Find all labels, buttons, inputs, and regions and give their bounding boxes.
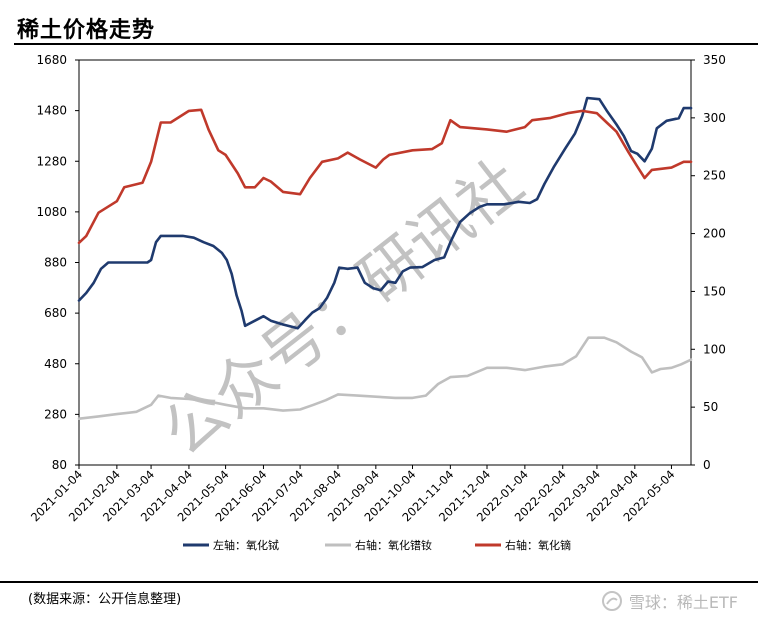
legend-label: 右轴：氧化镝 [505, 538, 571, 552]
chart-area: 公众号：研讯社 80 280 480 680 880 1080 1280 1480 1680 0 50… [0, 48, 758, 578]
price-trend-chart: 公众号：研讯社 80 280 480 680 880 1080 1280 1480 1680 0 50… [28, 53, 726, 552]
footer-brand-text: 雪球：稀土ETF [628, 593, 738, 612]
left-axis-tick-label: 880 [44, 256, 67, 270]
right-axis-tick-label: 150 [703, 284, 726, 298]
right-axis-tick-label: 100 [703, 342, 726, 356]
right-axis-tick-label: 300 [703, 111, 726, 125]
footer-brand: 雪球：稀土ETF [601, 589, 738, 613]
left-axis-tick-label: 280 [44, 407, 67, 421]
legend-label: 右轴：氧化镨钕 [355, 538, 432, 552]
series-line [77, 336, 693, 421]
right-axis-tick-label: 350 [703, 53, 726, 67]
left-axis-tick-label: 480 [44, 357, 67, 371]
snowball-logo-icon [601, 591, 622, 611]
watermark-text: 公众号：研讯社 [149, 145, 536, 470]
right-axis-tick-label: 200 [703, 227, 726, 241]
left-axis-tick-label: 1680 [36, 53, 67, 67]
data-source-note: (数据来源：公开信息整理) [28, 592, 182, 607]
chart-title: 稀土价格走势 [17, 18, 156, 43]
left-axis-tick-label: 80 [52, 458, 67, 472]
left-axis-tick-label: 680 [44, 306, 67, 320]
legend-label: 左轴：氧化铽 [213, 538, 279, 552]
left-axis-tick-label: 1280 [36, 154, 67, 168]
series-line [77, 96, 693, 330]
series-line [77, 108, 693, 245]
title-divider [14, 43, 758, 45]
left-axis-tick-label: 1480 [36, 104, 67, 118]
left-axis-tick-label: 1080 [36, 205, 67, 219]
right-axis-tick-label: 0 [703, 458, 711, 472]
right-axis-tick-label: 50 [703, 400, 718, 414]
right-axis-tick-label: 250 [703, 169, 726, 183]
footer-divider [0, 581, 758, 583]
